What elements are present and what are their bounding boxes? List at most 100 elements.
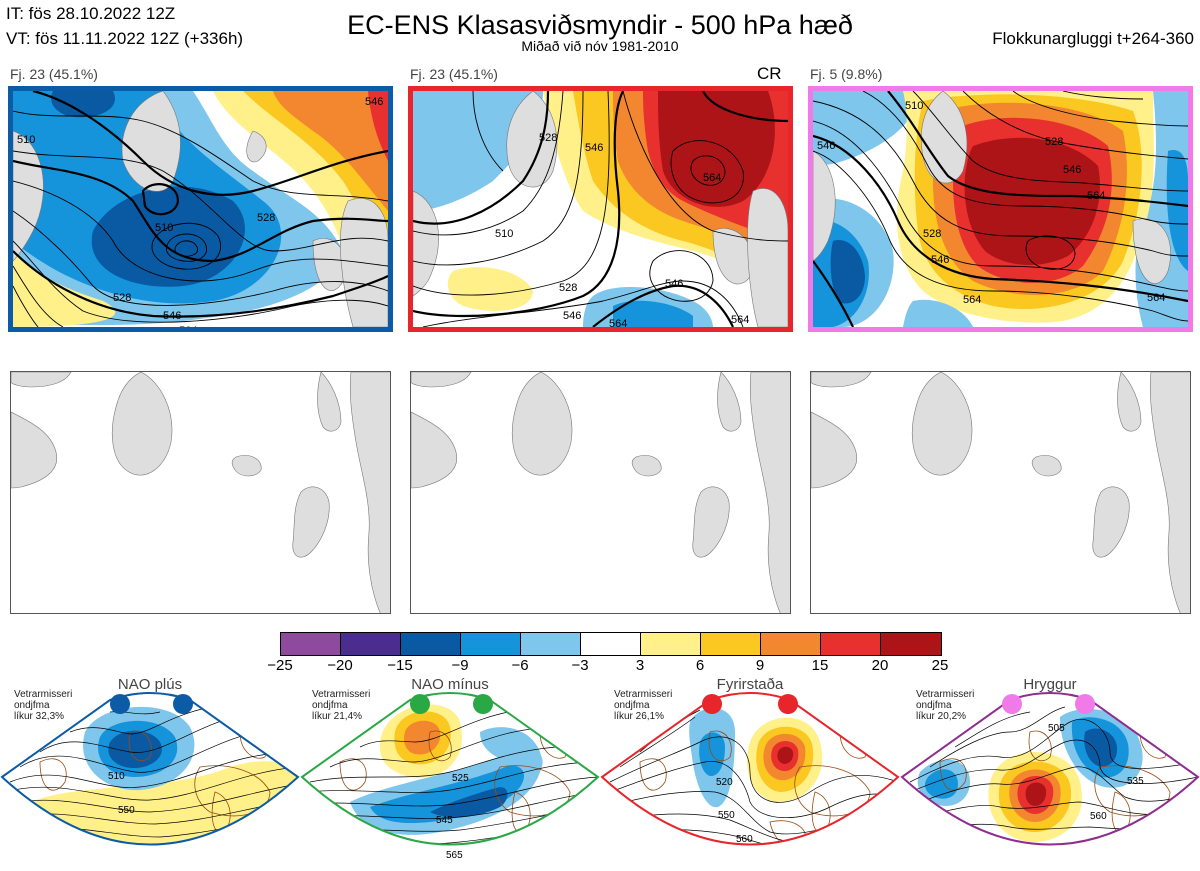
colorbar-swatch <box>640 632 701 656</box>
height-contours <box>413 91 788 327</box>
note-line: Vetrarmisseri <box>916 689 975 700</box>
contour-labels: 510 546 528 546 564 528 546 564 564 <box>817 100 1165 306</box>
contour-label: 520 <box>716 777 733 788</box>
contour-label: 564 <box>731 314 749 326</box>
contour-label: 546 <box>931 254 949 266</box>
cluster-2-label: Fj. 23 (45.1%) <box>410 66 498 82</box>
regime-ridge: 505 535 560 Hryggur Vetrarmisseri ondjfm… <box>900 672 1200 871</box>
regime-nao-minus: 525 545 565 NAO mínus Vetrarmisseri ondj… <box>300 672 600 871</box>
cluster-1-map: 510 510 528 546 528 546 564 <box>8 86 393 332</box>
contour-label: 510 <box>155 222 173 234</box>
empty-map-2 <box>410 371 791 614</box>
contour-labels: 510 510 528 546 528 546 564 <box>17 96 383 327</box>
regime-marker <box>110 694 130 714</box>
landmasses <box>813 91 1171 284</box>
coastline-map <box>811 372 1190 613</box>
contour-label: 564 <box>1087 190 1105 202</box>
colorbar-tick: −6 <box>511 657 529 674</box>
colorbar-swatch <box>280 632 341 656</box>
regime-note: Vetrarmisseri ondjfma líkur 32,3% <box>14 689 72 722</box>
landmasses <box>413 91 788 327</box>
cluster-2-map: 528 546 510 528 564 546 564 546 564 <box>408 86 793 332</box>
regime-note: Vetrarmisseri ondjfma líkur 26,1% <box>614 689 672 722</box>
colorbar-tick: −9 <box>451 657 469 674</box>
contour-label: 550 <box>718 810 735 821</box>
colorbar-tick: −15 <box>387 657 413 674</box>
contour-label: 546 <box>1063 164 1081 176</box>
control-run-marker: CR <box>757 64 782 83</box>
clustering-window: Flokkunargluggi t+264-360 <box>992 29 1194 48</box>
note-line: Vetrarmisseri <box>614 689 673 700</box>
valid-time: VT: fös 11.11.2022 12Z (+336h) <box>6 29 244 48</box>
main-contours <box>13 91 388 318</box>
cluster-3-map: 510 546 528 546 564 528 546 564 564 <box>808 86 1193 332</box>
contour-label: 546 <box>563 310 581 322</box>
contour-label: 546 <box>365 96 383 108</box>
regime-marker <box>410 694 430 714</box>
height-contours <box>813 91 1188 322</box>
coastline-map <box>11 372 390 613</box>
note-line: ondjfma <box>14 700 50 711</box>
contour-label: 564 <box>1147 292 1165 304</box>
contour-label: 564 <box>179 325 197 327</box>
contour-label: 546 <box>817 140 835 152</box>
colorbar-tick: 25 <box>931 657 949 674</box>
regime-name: Fyrirstaða <box>716 676 784 693</box>
colorbar-tick: −20 <box>327 657 353 674</box>
page-subtitle: Miðað við nóv 1981-2010 <box>521 38 679 54</box>
regime-note: Vetrarmisseri ondjfma líkur 21,4% <box>312 689 370 722</box>
colorbar-swatch <box>820 632 881 656</box>
contour-label: 528 <box>113 292 131 304</box>
contour-label: 564 <box>703 172 721 184</box>
regime-marker <box>173 694 193 714</box>
note-line: ondjfma <box>614 700 650 711</box>
contour-labels: 528 546 510 528 564 546 564 546 564 <box>495 132 749 327</box>
regime-name: NAO mínus <box>411 676 489 693</box>
cluster-1-anomaly-map: 510 510 528 546 528 546 564 <box>13 91 388 327</box>
contour-label: 528 <box>1045 136 1063 148</box>
contour-label: 550 <box>118 805 135 816</box>
colorbar-swatch <box>400 632 461 656</box>
regime-blocking: 520 550 560 Fyrirstaða Vetrarmisseri ond… <box>600 672 900 871</box>
regime-map: 520 550 560 <box>600 692 900 846</box>
colorbar-swatch <box>760 632 821 656</box>
coastline-map <box>411 372 790 613</box>
regime-marker <box>778 694 798 714</box>
regime-name: Hryggur <box>1023 676 1077 693</box>
contour-label: 546 <box>585 142 603 154</box>
contour-label: 546 <box>163 310 181 322</box>
contour-label: 525 <box>452 773 469 784</box>
colorbar-tick: 9 <box>755 657 765 674</box>
contour-label: 505 <box>1048 723 1065 734</box>
note-line: Vetrarmisseri <box>312 689 371 700</box>
initial-time: IT: fös 28.10.2022 12Z <box>6 4 176 23</box>
regime-marker <box>473 694 493 714</box>
note-line: ondjfma <box>312 700 348 711</box>
note-line: líkur 26,1% <box>614 711 665 722</box>
regime-map: 510 550 <box>0 692 300 846</box>
contour-label: 510 <box>17 134 35 146</box>
colorbar-swatch <box>580 632 641 656</box>
colorbar-swatch <box>880 632 942 656</box>
colorbar-tick: 15 <box>811 657 829 674</box>
regime-note: Vetrarmisseri ondjfma líkur 20,2% <box>916 689 974 722</box>
colorbar-swatch <box>520 632 581 656</box>
contour-label: 565 <box>446 850 463 861</box>
contour-label: 510 <box>108 771 125 782</box>
colorbar-swatch <box>700 632 761 656</box>
empty-map-3 <box>810 371 1191 614</box>
colorbar-swatch <box>460 632 521 656</box>
contour-label: 564 <box>609 318 627 327</box>
cluster-1-label: Fj. 23 (45.1%) <box>10 66 98 82</box>
note-line: líkur 20,2% <box>916 711 967 722</box>
note-line: ondjfma <box>916 700 952 711</box>
contour-label: 560 <box>1090 811 1107 822</box>
contour-label: 535 <box>1127 776 1144 787</box>
contour-label: 528 <box>539 132 557 144</box>
note-line: líkur 32,3% <box>14 711 65 722</box>
colorbar-tick: −3 <box>571 657 589 674</box>
colorbar-tick: 6 <box>695 657 705 674</box>
main-contours <box>813 91 1188 327</box>
regime-nao-plus: 510 550 NAO plús Vetrarmisseri ondjfma l… <box>0 672 300 871</box>
contour-label: 564 <box>963 294 981 306</box>
